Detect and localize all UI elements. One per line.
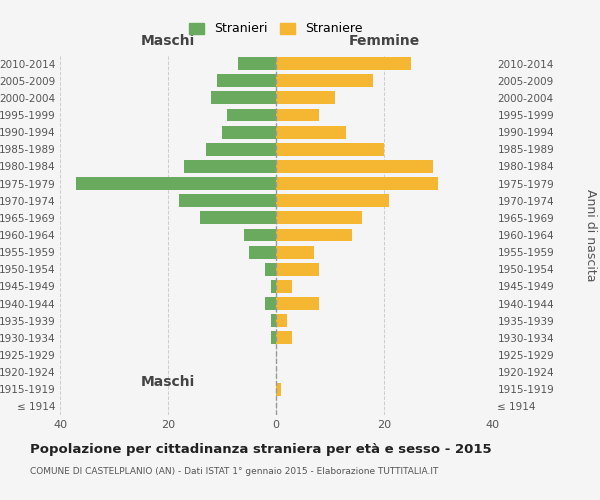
Bar [265,263,276,276]
Bar [271,314,276,327]
Bar [179,194,276,207]
Bar [276,212,362,224]
Text: Maschi: Maschi [141,375,195,389]
Bar [276,246,314,258]
Bar [276,177,438,190]
Bar [276,314,287,327]
Bar [276,280,292,293]
Bar [271,332,276,344]
Bar [249,246,276,258]
Bar [276,92,335,104]
Bar [211,92,276,104]
Bar [222,126,276,138]
Bar [276,383,281,396]
Text: Popolazione per cittadinanza straniera per età e sesso - 2015: Popolazione per cittadinanza straniera p… [30,442,491,456]
Text: Anni di nascita: Anni di nascita [584,188,597,281]
Text: Femmine: Femmine [349,34,419,48]
Bar [276,194,389,207]
Bar [244,228,276,241]
Text: Maschi: Maschi [141,34,195,48]
Bar [227,108,276,122]
Bar [276,332,292,344]
Bar [184,160,276,173]
Bar [276,74,373,87]
Bar [238,57,276,70]
Bar [76,177,276,190]
Bar [276,143,384,156]
Bar [276,263,319,276]
Bar [276,57,411,70]
Bar [276,108,319,122]
Bar [265,297,276,310]
Bar [276,228,352,241]
Bar [276,160,433,173]
Bar [217,74,276,87]
Legend: Stranieri, Straniere: Stranieri, Straniere [185,18,367,40]
Bar [276,126,346,138]
Bar [206,143,276,156]
Bar [276,297,319,310]
Bar [200,212,276,224]
Text: COMUNE DI CASTELPLANIO (AN) - Dati ISTAT 1° gennaio 2015 - Elaborazione TUTTITAL: COMUNE DI CASTELPLANIO (AN) - Dati ISTAT… [30,468,439,476]
Bar [271,280,276,293]
